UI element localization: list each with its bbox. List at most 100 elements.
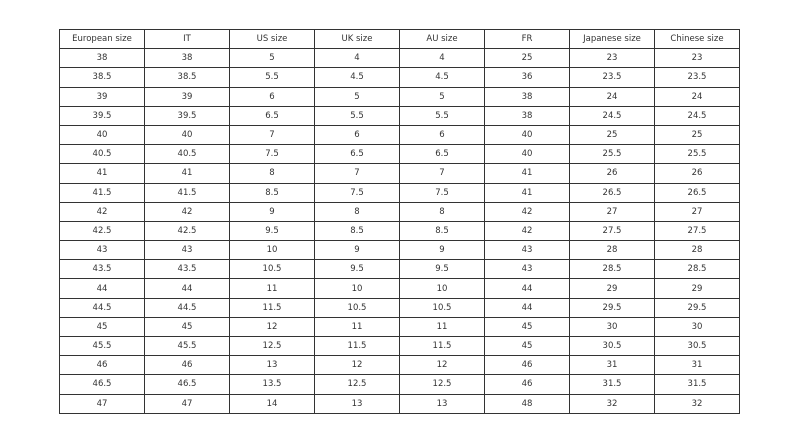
table-row: 45.5 45.5 12.5 11.5 11.5 45 30.5 30.5 — [59, 335, 740, 357]
table-cell: 38 — [144, 48, 230, 69]
table-cell: 7 — [314, 163, 400, 184]
table-cell: 32 — [569, 393, 655, 414]
table-cell: 44 — [144, 278, 230, 299]
column-header: Japanese size — [569, 28, 655, 50]
table-cell: 12 — [229, 316, 315, 338]
table-cell: 32 — [654, 393, 740, 414]
table-row: 38.5 38.5 5.5 4.5 4.5 36 23.5 23.5 — [59, 67, 740, 88]
table-cell: 42 — [484, 220, 570, 242]
table-cell: 8 — [314, 201, 400, 222]
table-cell: 36 — [484, 67, 570, 88]
table-cell: 40.5 — [144, 144, 230, 165]
table-cell: 44 — [484, 297, 570, 318]
table-cell: 4 — [399, 48, 485, 69]
table-cell: 38.5 — [59, 67, 145, 88]
table-cell: 42 — [59, 201, 145, 222]
table-cell: 40 — [484, 124, 570, 146]
column-header: European size — [59, 28, 145, 50]
table-cell: 13 — [229, 355, 315, 376]
table-cell: 45 — [484, 316, 570, 338]
table-cell: 7 — [229, 124, 315, 146]
table-cell: 41.5 — [59, 182, 145, 203]
table-cell: 13 — [314, 393, 400, 414]
table-cell: 6 — [229, 86, 315, 107]
table-cell: 47 — [144, 393, 230, 414]
table-cell: 25.5 — [654, 144, 740, 165]
table-cell: 5 — [229, 48, 315, 69]
table-cell: 43 — [484, 259, 570, 280]
table-cell: 42 — [484, 201, 570, 222]
table-cell: 14 — [229, 393, 315, 414]
table-cell: 7 — [399, 163, 485, 184]
table-row: 46.5 46.5 13.5 12.5 12.5 46 31.5 31.5 — [59, 374, 740, 395]
table-cell: 5.5 — [314, 105, 400, 126]
table-cell: 41 — [144, 163, 230, 184]
table-cell: 24.5 — [569, 105, 655, 126]
table-cell: 28.5 — [654, 259, 740, 280]
table-cell: 42 — [144, 201, 230, 222]
table-cell: 30.5 — [654, 335, 740, 357]
table-cell: 45.5 — [144, 335, 230, 357]
table-cell: 27 — [654, 201, 740, 222]
table-cell: 11 — [399, 316, 485, 338]
table-cell: 43 — [59, 240, 145, 261]
table-cell: 9 — [399, 240, 485, 261]
table-cell: 8.5 — [314, 220, 400, 242]
table-cell: 8.5 — [399, 220, 485, 242]
table-cell: 10 — [399, 278, 485, 299]
table-cell: 26 — [569, 163, 655, 184]
table-cell: 9.5 — [314, 259, 400, 280]
table-cell: 7.5 — [229, 144, 315, 165]
table-cell: 46 — [484, 374, 570, 395]
table-cell: 44.5 — [59, 297, 145, 318]
table-cell: 12 — [399, 355, 485, 376]
table-cell: 6 — [314, 124, 400, 146]
table-cell: 11 — [229, 278, 315, 299]
table-cell: 44.5 — [144, 297, 230, 318]
table-row: 39.5 39.5 6.5 5.5 5.5 38 24.5 24.5 — [59, 105, 740, 126]
table-cell: 46 — [59, 355, 145, 376]
table-cell: 11.5 — [399, 335, 485, 357]
table-cell: 29.5 — [569, 297, 655, 318]
table-cell: 39 — [59, 86, 145, 107]
table-cell: 12 — [314, 355, 400, 376]
table-row: 44 44 11 10 10 44 29 29 — [59, 278, 740, 299]
table-cell: 27 — [569, 201, 655, 222]
table-cell: 39.5 — [59, 105, 145, 126]
column-header: US size — [229, 28, 315, 50]
table-cell: 46.5 — [59, 374, 145, 395]
table-cell: 43 — [484, 240, 570, 261]
table-cell: 26.5 — [654, 182, 740, 203]
table-cell: 29 — [569, 278, 655, 299]
table-cell: 7.5 — [314, 182, 400, 203]
header-row: European size IT US size UK size AU size FR Ja… — [59, 28, 740, 50]
column-header: FR — [484, 28, 570, 50]
table-row: 41 41 8 7 7 41 26 26 — [59, 163, 740, 184]
table-cell: 30 — [569, 316, 655, 338]
table-row: 46 46 13 12 12 46 31 31 — [59, 355, 740, 376]
column-header: Chinese size — [654, 28, 740, 50]
table-cell: 6 — [399, 124, 485, 146]
table-cell: 11.5 — [229, 297, 315, 318]
table-cell: 23 — [569, 48, 655, 69]
table-cell: 31 — [654, 355, 740, 376]
table-row: 39 39 6 5 5 38 24 24 — [59, 86, 740, 107]
table-cell: 30.5 — [569, 335, 655, 357]
table-cell: 44 — [484, 278, 570, 299]
table-row: 43.5 43.5 10.5 9.5 9.5 43 28.5 28.5 — [59, 259, 740, 280]
column-header: UK size — [314, 28, 400, 50]
table-cell: 6.5 — [229, 105, 315, 126]
table-cell: 27.5 — [569, 220, 655, 242]
table-cell: 41 — [484, 163, 570, 184]
table-cell: 5.5 — [229, 67, 315, 88]
table-cell: 46.5 — [144, 374, 230, 395]
table-cell: 47 — [59, 393, 145, 414]
table-row: 45 45 12 11 11 45 30 30 — [59, 316, 740, 338]
table-cell: 40 — [59, 124, 145, 146]
table-cell: 38 — [59, 48, 145, 69]
table-cell: 40.5 — [59, 144, 145, 165]
table-cell: 9.5 — [399, 259, 485, 280]
table-cell: 13.5 — [229, 374, 315, 395]
table-cell: 27.5 — [654, 220, 740, 242]
table-cell: 7.5 — [399, 182, 485, 203]
